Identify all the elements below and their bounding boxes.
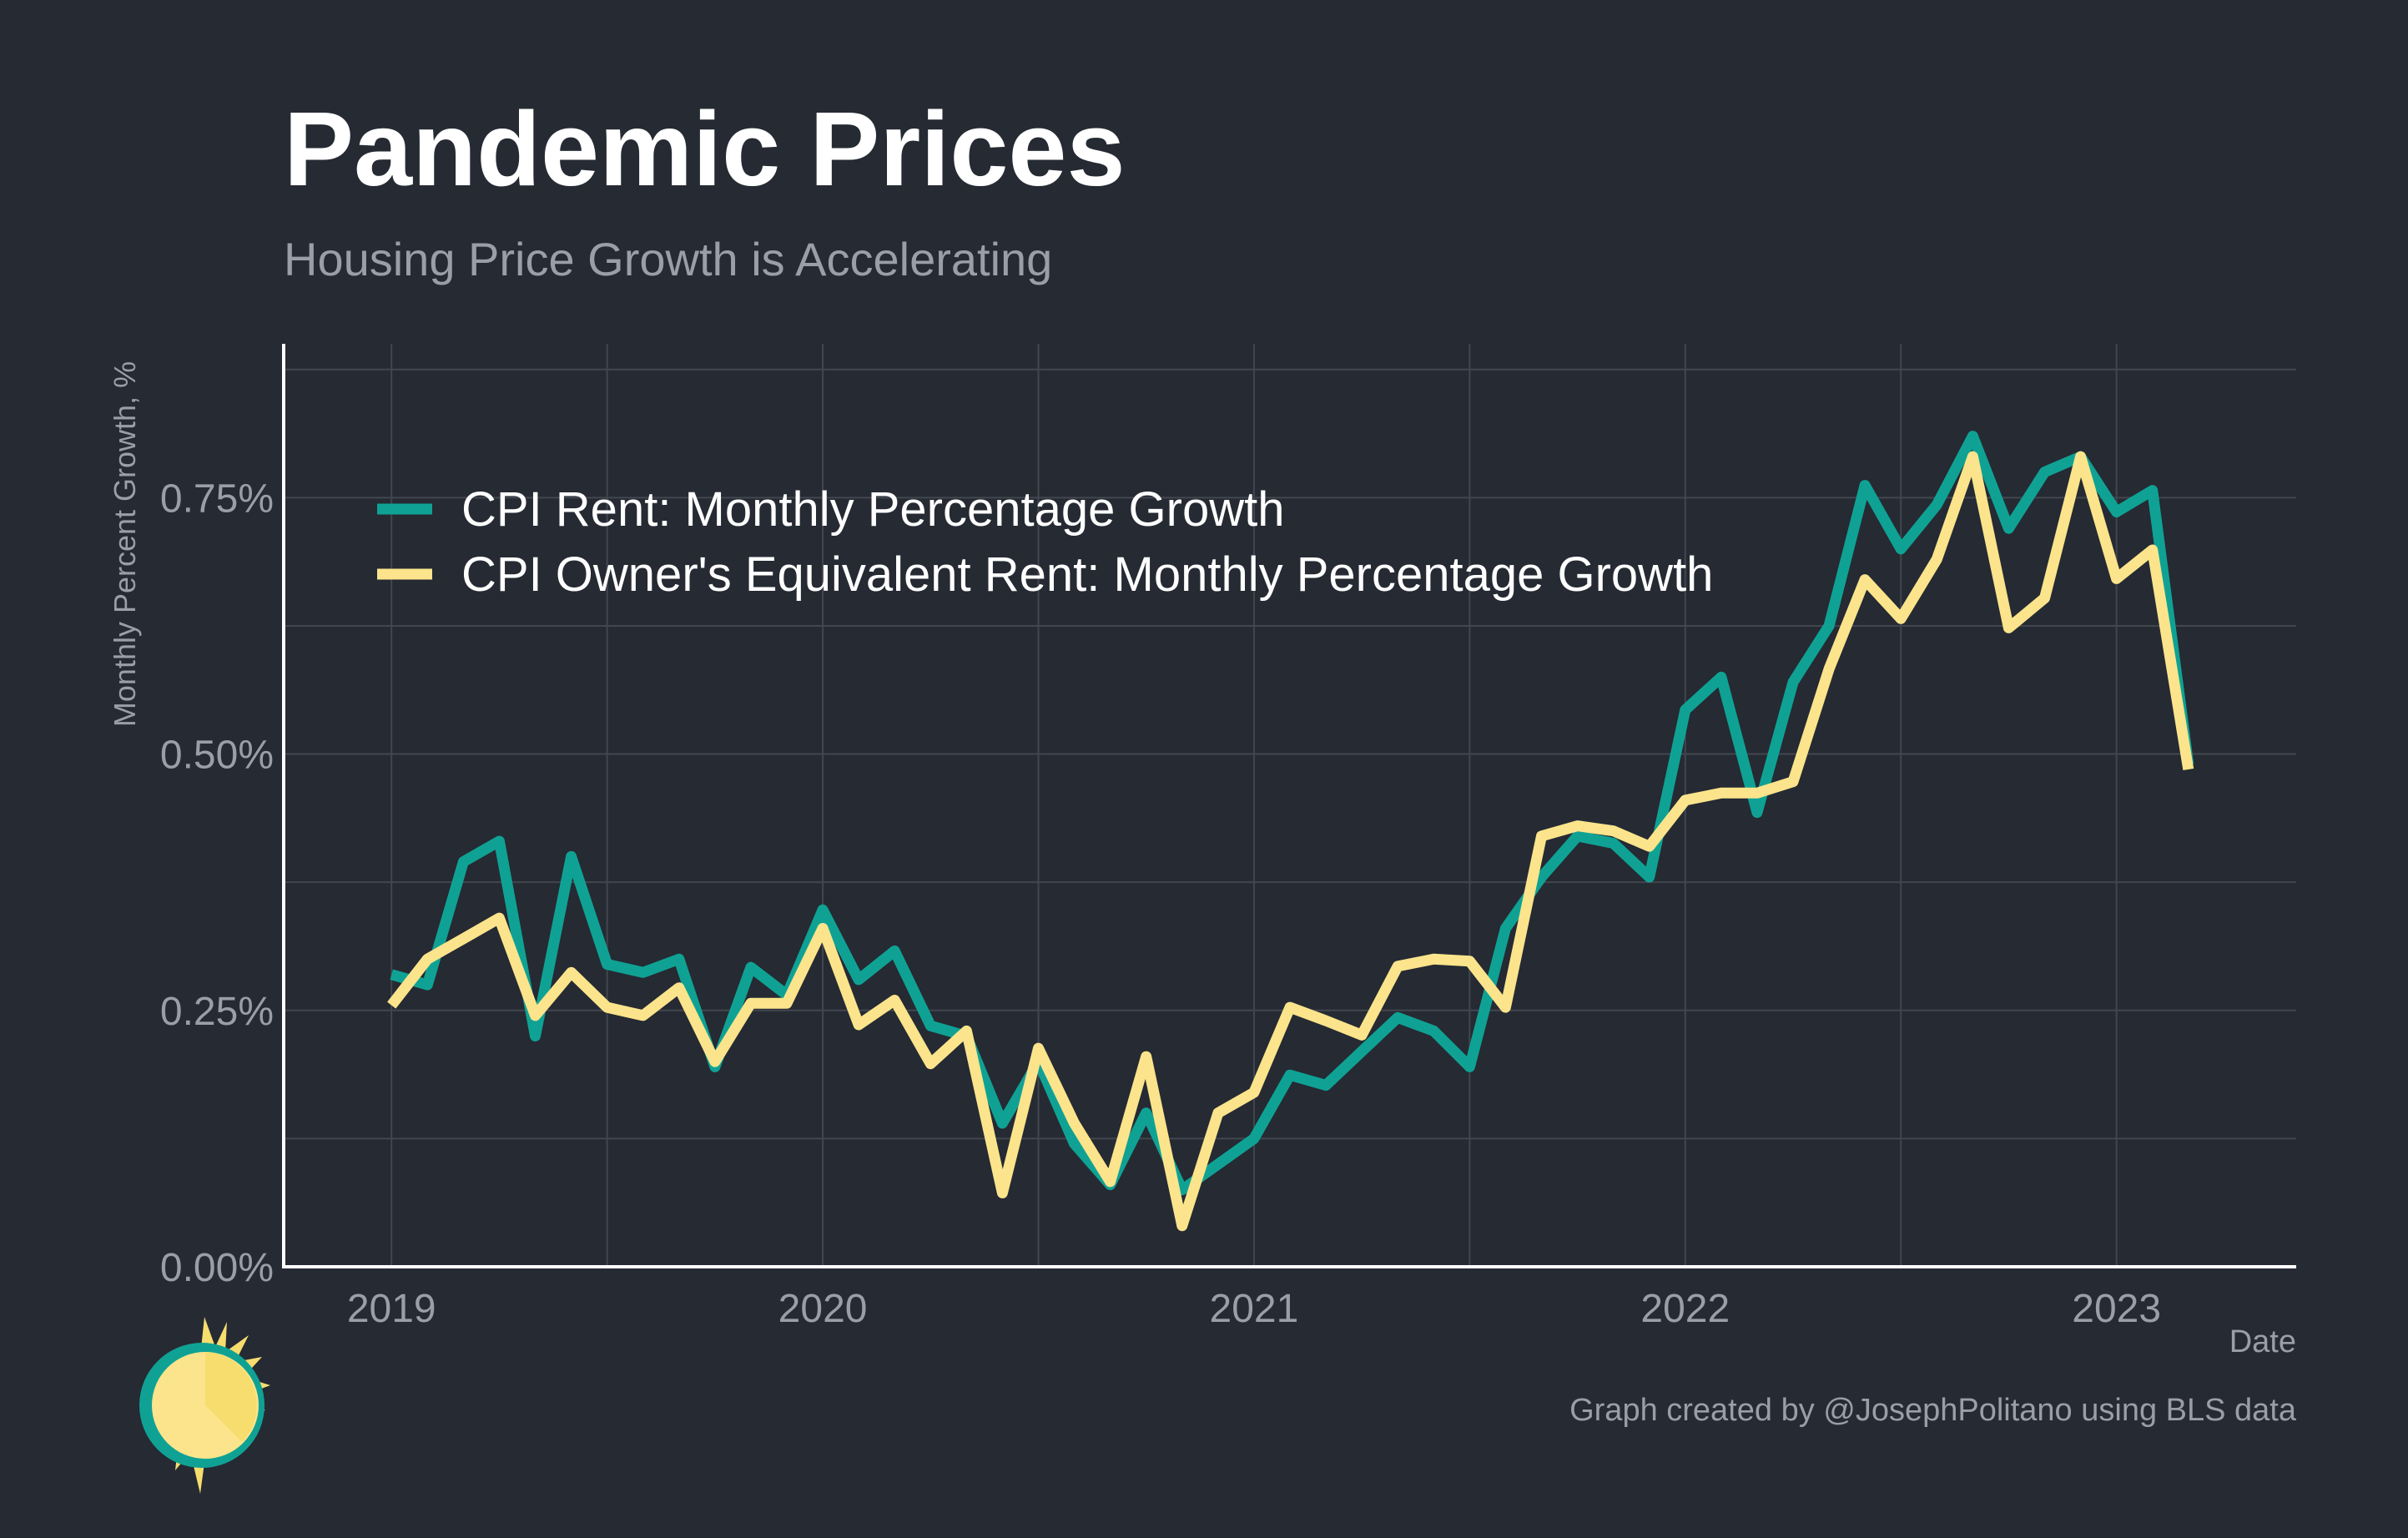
y-tick-label: 0.25% bbox=[160, 990, 274, 1034]
x-tick-label: 2020 bbox=[778, 1287, 868, 1331]
legend: CPI Rent: Monthly Percentage Growth CPI … bbox=[377, 482, 1713, 602]
x-tick-label: 2023 bbox=[2072, 1287, 2161, 1331]
legend-label-oer: CPI Owner's Equivalent Rent: Monthly Per… bbox=[461, 547, 1713, 602]
chart-subtitle: Housing Price Growth is Accelerating bbox=[284, 233, 1052, 285]
y-tick-label: 0.75% bbox=[160, 477, 274, 521]
legend-label-rent: CPI Rent: Monthly Percentage Growth bbox=[461, 482, 1284, 537]
y-tick-label: 0.50% bbox=[160, 734, 274, 778]
series-line-oer bbox=[387, 451, 2194, 1232]
chart-caption: Graph created by @JosephPolitano using B… bbox=[1569, 1393, 2297, 1428]
x-axis-label: Date bbox=[2229, 1324, 2296, 1359]
x-tick-label: 2022 bbox=[1640, 1287, 1730, 1331]
x-tick-label: 2021 bbox=[1210, 1287, 1299, 1331]
y-ticks: 0.00% 0.25% 0.50% 0.75% bbox=[160, 477, 274, 1290]
chart-title: Pandemic Prices bbox=[284, 90, 1126, 208]
x-tick-label: 2019 bbox=[347, 1287, 436, 1331]
series-lines bbox=[387, 431, 2194, 1232]
series-line-rent bbox=[390, 431, 2194, 1196]
y-axis-label: Monthly Percent Growth, % bbox=[108, 361, 142, 727]
y-tick-label: 0.00% bbox=[160, 1246, 274, 1290]
sun-icon bbox=[139, 1317, 270, 1494]
x-ticks: 2019 2020 2021 2022 2023 bbox=[347, 1287, 2161, 1331]
